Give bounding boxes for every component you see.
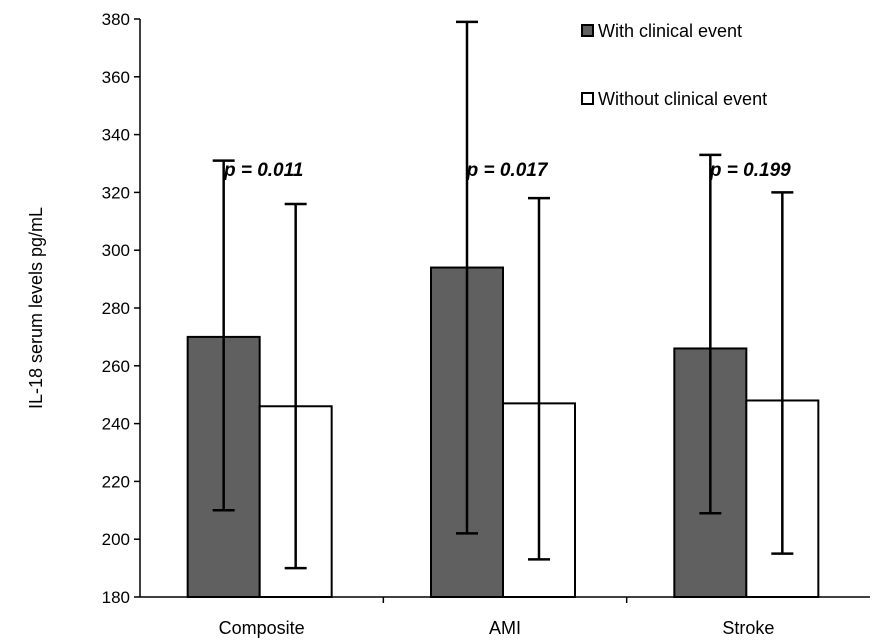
y-tick-label: 220 [102, 472, 130, 491]
y-tick-label: 280 [102, 299, 130, 318]
x-category-label: Composite [219, 618, 305, 638]
x-axis: Composite AMI Stroke [140, 596, 870, 638]
y-tick-label: 240 [102, 415, 130, 434]
legend: With clinical event Without clinical even… [581, 21, 767, 109]
legend-label: With clinical event [598, 21, 742, 41]
x-category-label: Stroke [722, 618, 774, 638]
legend-label: Without clinical event [598, 89, 767, 109]
bars [186, 266, 820, 599]
y-tick-label: 380 [102, 10, 130, 29]
y-axis: 180 200 220 240 260 280 300 320 340 360 380 [102, 10, 141, 607]
p-value-label: p = 0.011 [223, 160, 303, 181]
p-value-label: p = 0.017 [466, 160, 549, 181]
legend-swatch [581, 92, 594, 105]
y-tick-label: 360 [102, 68, 130, 87]
y-tick-label: 180 [102, 588, 130, 607]
error-bars [212, 20, 794, 570]
legend-swatch [581, 24, 594, 37]
p-value-annotations: p = 0.011 p = 0.017 p = 0.199 [223, 160, 791, 181]
y-tick-label: 320 [102, 183, 130, 202]
x-category-label: AMI [489, 618, 521, 638]
y-tick-label: 340 [102, 126, 130, 145]
p-value-label: p = 0.199 [709, 160, 791, 181]
y-axis-label: IL-18 serum levels pg/mL [26, 207, 46, 409]
y-tick-label: 260 [102, 357, 130, 376]
y-tick-label: 200 [102, 530, 130, 549]
y-tick-label: 300 [102, 241, 130, 260]
